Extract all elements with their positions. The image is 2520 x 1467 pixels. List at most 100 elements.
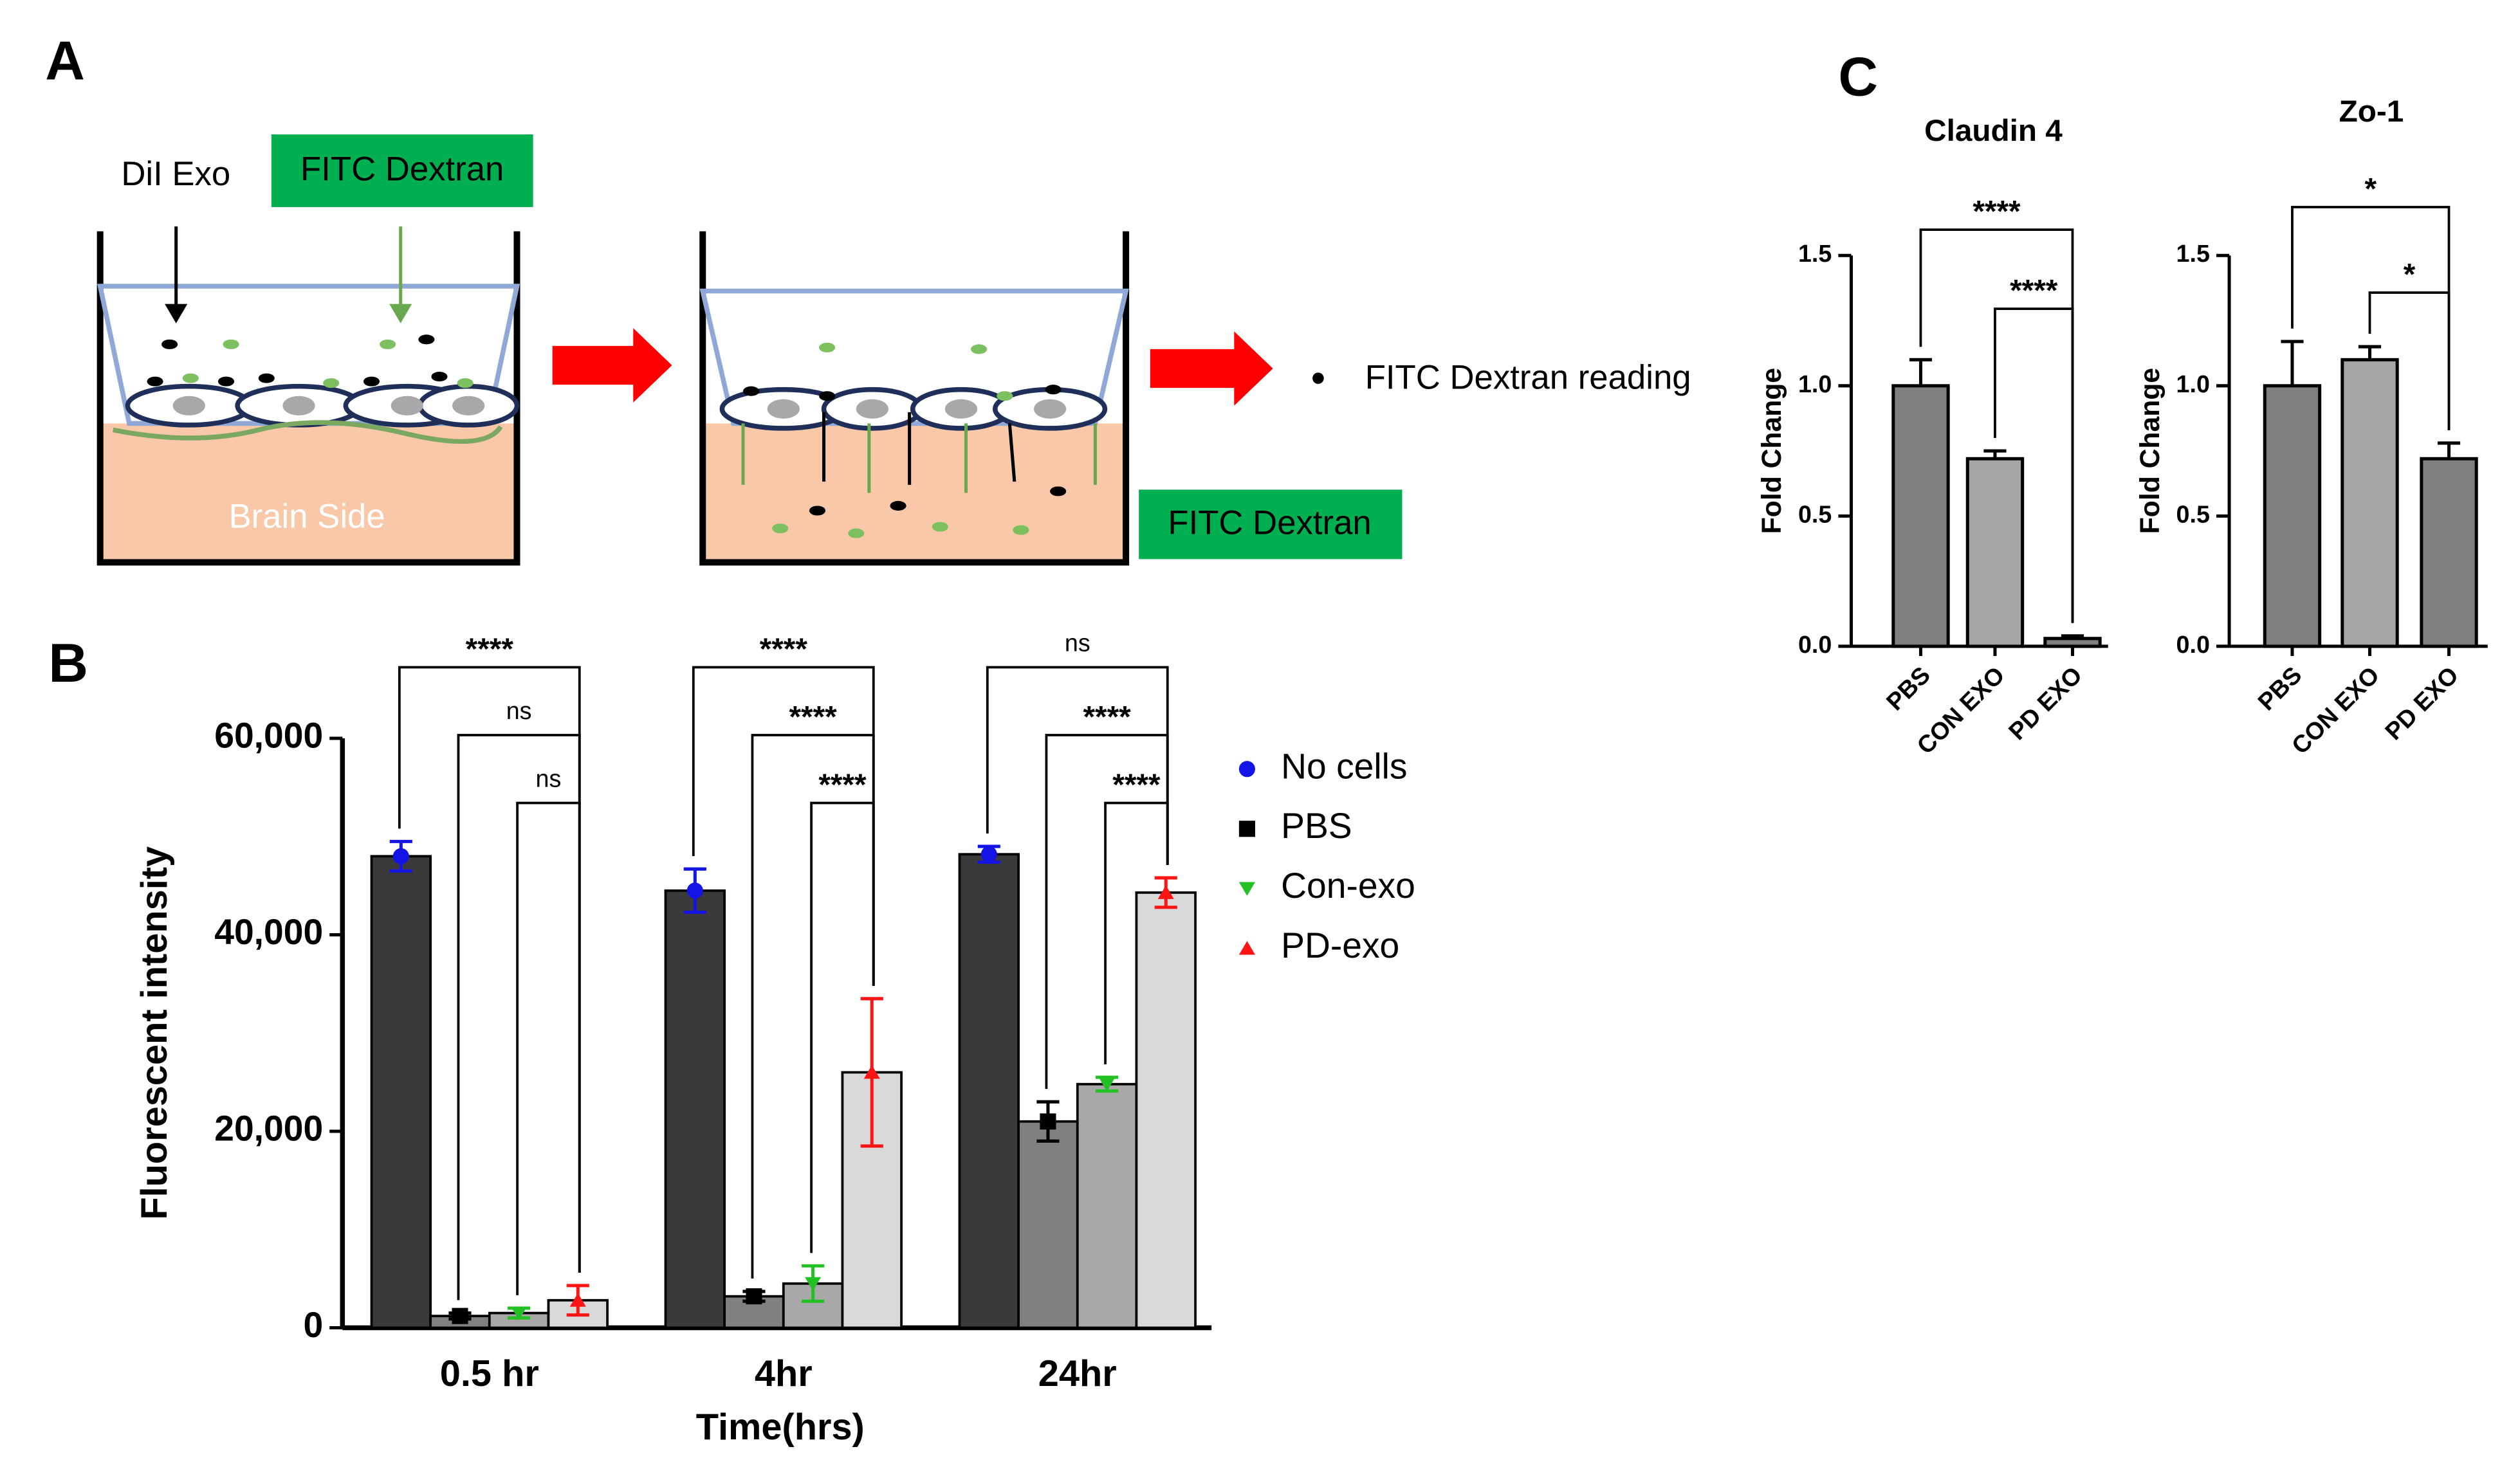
point-marker: [511, 1306, 528, 1320]
y-tick-label: 1.0: [2176, 370, 2210, 397]
y-tick-label: 60,000: [214, 716, 323, 756]
bullet: [1312, 372, 1324, 384]
point-marker: [805, 1277, 822, 1291]
significance-label: ****: [1083, 700, 1131, 734]
point-marker: [1040, 1113, 1056, 1130]
y-tick-label: 40,000: [214, 912, 323, 952]
bar: [370, 855, 432, 1329]
significance-label: ****: [1973, 195, 2021, 229]
legend-label: Con-exo: [1281, 866, 1415, 906]
point-marker: [980, 846, 997, 862]
significance-label: ****: [1112, 768, 1161, 802]
bar: [2420, 457, 2478, 648]
significance-label: ns: [536, 765, 562, 792]
red-arrow: [1150, 331, 1273, 406]
y-tick-label: 0.5: [2176, 500, 2210, 527]
chart-title: Claudin 4: [1924, 114, 2063, 148]
bottom-label: FITC Dextran: [1168, 504, 1371, 542]
bar: [958, 853, 1020, 1329]
legend-label: PBS: [1281, 806, 1352, 846]
legend-marker: [1238, 941, 1255, 955]
y-tick-label: 0.0: [2176, 631, 2210, 658]
bar: [1891, 384, 1950, 648]
significance-label: ****: [466, 632, 514, 666]
y-axis-label: Fold Change: [1756, 368, 1787, 534]
bar: [2043, 637, 2102, 648]
y-tick-label: 1.5: [2176, 240, 2210, 267]
arrow-head: [165, 304, 188, 323]
point-marker: [746, 1288, 762, 1305]
bar: [1965, 457, 2025, 648]
point-marker: [1099, 1077, 1116, 1091]
x-tick-label: 24hr: [1038, 1353, 1117, 1394]
significance-label: ns: [506, 697, 532, 724]
panel-label: A: [45, 31, 85, 92]
x-tick-label: 4hr: [755, 1353, 813, 1394]
red-arrow: [552, 328, 672, 403]
point-marker: [392, 848, 409, 864]
transport-arrows: [741, 412, 1097, 493]
astrocytes: [113, 420, 503, 444]
label-box: [1139, 489, 1403, 560]
arrow-head: [389, 304, 412, 323]
significance-bracket: [516, 801, 581, 1295]
legend-marker: [1238, 821, 1255, 837]
brain-label: Brain Side: [228, 497, 385, 535]
significance-label: ****: [760, 632, 808, 666]
significance-bracket: [1104, 801, 1169, 1064]
nuclei: [172, 396, 485, 415]
exo-label: DiI Exo: [121, 155, 230, 193]
bar: [1017, 1120, 1079, 1329]
point-marker: [686, 882, 703, 899]
significance-bracket: [1045, 734, 1169, 1089]
legend-marker: [1238, 761, 1255, 778]
x-tick-label: 0.5 hr: [440, 1353, 539, 1394]
error-bar: [2437, 441, 2461, 459]
error-bar: [1909, 358, 1933, 386]
particles: [147, 334, 474, 388]
point-marker: [863, 1065, 880, 1079]
well: [97, 231, 520, 566]
significance-bracket: [2368, 291, 2451, 430]
particles: [743, 342, 1067, 538]
label-box: [271, 134, 533, 207]
error-bar: [2281, 340, 2304, 386]
error-bar: [2358, 345, 2382, 360]
significance-label: ****: [818, 768, 867, 802]
y-tick-label: 1.5: [1798, 240, 1832, 267]
significance-label: ns: [1065, 629, 1090, 656]
bar: [2263, 384, 2322, 648]
brain-side: [100, 423, 517, 563]
cells: [719, 387, 1108, 431]
point-marker: [1157, 885, 1174, 899]
y-tick-label: 0.0: [1798, 631, 1832, 658]
legend-marker: [1238, 882, 1255, 896]
bar: [1076, 1082, 1138, 1329]
legend-label: PD-exo: [1281, 925, 1399, 965]
bar: [1135, 891, 1197, 1329]
significance-label: *: [2364, 172, 2377, 206]
y-axis-label: Fluorescent intensity: [134, 846, 175, 1220]
error-bar: [1983, 449, 2007, 459]
error-bar: [2061, 634, 2084, 639]
bar: [664, 889, 726, 1329]
y-tick-label: 0.5: [1798, 500, 1832, 527]
x-axis-label: Time(hrs): [696, 1407, 865, 1448]
significance-label: ****: [789, 700, 837, 734]
significance-bracket: [1994, 307, 2074, 623]
significance-label: ****: [2010, 274, 2058, 308]
reading-label: FITC Dextran reading: [1365, 359, 1691, 397]
significance-bracket: [810, 801, 875, 1253]
panel-label: B: [48, 633, 88, 694]
bar: [2341, 358, 2399, 648]
diagram: DiI Exo FITC Dextran Brain Side FITC Dex…: [97, 134, 1691, 566]
y-tick-label: 20,000: [214, 1109, 323, 1149]
point-marker: [452, 1308, 468, 1324]
y-tick-label: 0: [303, 1305, 323, 1345]
chart-title: Zo-1: [2339, 95, 2404, 129]
significance-label: *: [2404, 258, 2416, 292]
point-marker: [569, 1293, 586, 1307]
well: [699, 231, 1130, 566]
